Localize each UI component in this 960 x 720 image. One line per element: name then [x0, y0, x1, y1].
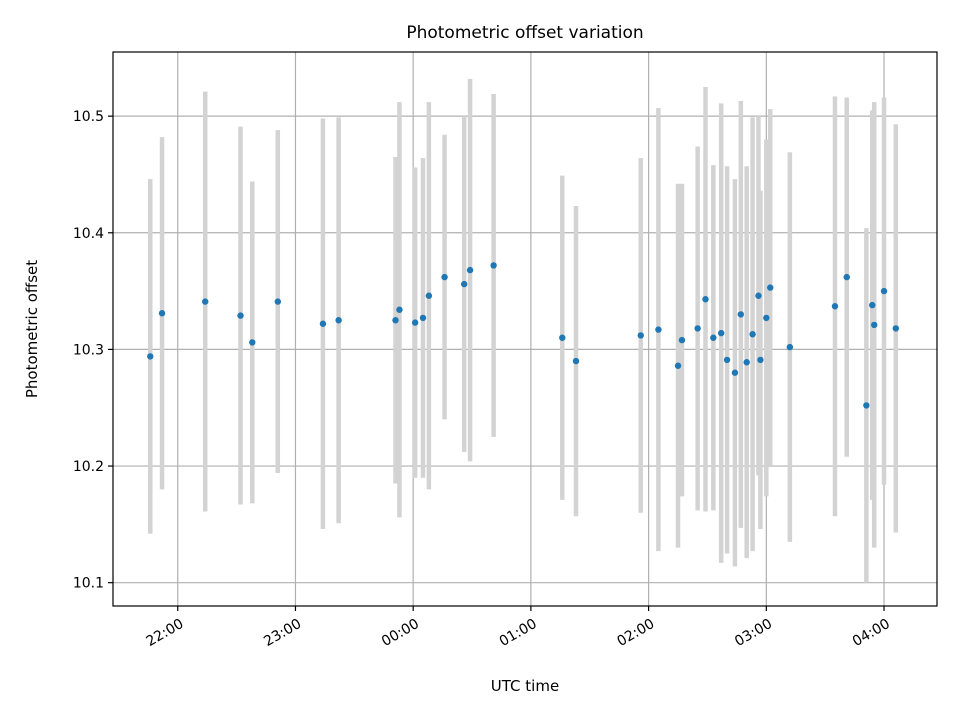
data-point [335, 317, 342, 324]
x-axis-label: UTC time [491, 677, 559, 695]
x-tick-label: 02:00 [614, 616, 657, 650]
y-axis-label: Photometric offset [23, 260, 41, 398]
error-bars [148, 78, 899, 583]
data-point [158, 310, 166, 317]
y-tick-label: 10.5 [73, 109, 104, 125]
data-points [147, 262, 899, 409]
x-axis-ticks: 22:00 23:00 00:00 01:00 02:00 03:00 04:00 [144, 606, 893, 650]
data-point [763, 314, 770, 322]
data-point [202, 298, 209, 305]
data-point [411, 319, 419, 326]
data-point [419, 314, 427, 322]
data-point [717, 329, 725, 337]
data-point [396, 306, 403, 313]
data-point [237, 312, 244, 319]
data-point [831, 303, 839, 310]
data-point [490, 262, 497, 269]
data-point [702, 296, 709, 303]
x-tick-label: 04:00 [850, 616, 893, 650]
data-point [319, 320, 327, 327]
data-point [843, 273, 850, 281]
chart-title: Photometric offset variation [406, 23, 643, 43]
y-tick-label: 10.4 [73, 226, 104, 242]
y-tick-label: 10.3 [73, 342, 104, 358]
data-point [892, 325, 899, 332]
grid-lines [113, 52, 937, 606]
data-point [755, 292, 762, 299]
x-tick-label: 23:00 [261, 616, 304, 650]
x-tick-label: 00:00 [379, 616, 422, 650]
data-point [871, 321, 878, 329]
data-point [637, 332, 644, 339]
data-point [757, 356, 764, 364]
data-point [655, 326, 662, 333]
data-point [392, 317, 399, 324]
data-point [249, 339, 256, 346]
data-point [723, 356, 731, 364]
data-point [767, 284, 774, 291]
data-point [869, 301, 876, 309]
data-point [786, 343, 794, 351]
y-tick-label: 10.2 [73, 459, 104, 475]
data-point [749, 331, 756, 338]
data-point [678, 336, 686, 344]
data-point [466, 266, 474, 274]
x-tick-label: 01:00 [497, 616, 540, 650]
data-point [441, 273, 448, 281]
data-point [694, 325, 701, 332]
x-tick-label: 22:00 [144, 616, 187, 650]
data-point [425, 292, 433, 299]
data-point [863, 402, 870, 409]
data-point [880, 287, 888, 295]
data-point [743, 359, 750, 366]
data-point [274, 298, 281, 305]
data-point [460, 280, 468, 288]
data-point [572, 357, 580, 365]
data-point [147, 353, 154, 360]
data-point [674, 362, 682, 369]
x-tick-label: 03:00 [732, 616, 775, 650]
data-point [737, 311, 745, 318]
data-point [731, 369, 739, 376]
y-axis-ticks: 10.1 10.2 10.3 10.4 10.5 [73, 109, 113, 592]
y-tick-label: 10.1 [73, 576, 104, 592]
data-point [559, 334, 566, 341]
plot-frame [112, 51, 938, 607]
data-point [710, 334, 717, 341]
